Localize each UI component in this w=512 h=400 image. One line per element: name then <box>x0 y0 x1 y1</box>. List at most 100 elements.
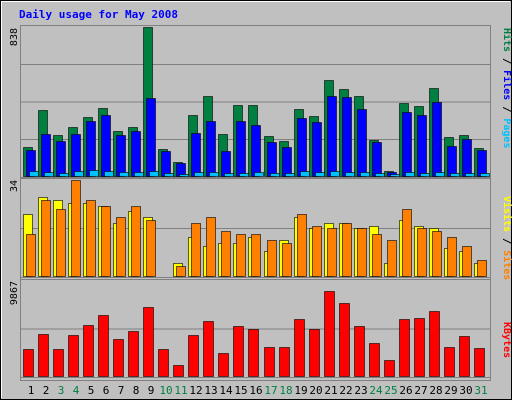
sites-bar-day-23 <box>357 228 367 277</box>
panels <box>20 25 491 378</box>
pages-bar-day-19 <box>300 171 310 177</box>
x-tick-label-day-26: 26 <box>399 384 412 397</box>
files-bar-day-10 <box>161 151 171 177</box>
kbytes-bar-day-6 <box>98 315 109 377</box>
series-files <box>26 96 487 177</box>
sites-bar-day-25 <box>387 240 397 277</box>
x-tick-label-day-9: 9 <box>148 384 155 397</box>
legend-sep-1: / <box>501 58 512 70</box>
pages-bar-day-18 <box>285 173 295 177</box>
pages-bar-day-7 <box>119 172 129 177</box>
x-tick-label-day-19: 19 <box>294 384 307 397</box>
x-tick-label-day-4: 4 <box>73 384 80 397</box>
files-bar-day-6 <box>101 115 111 177</box>
files-bar-day-3 <box>56 141 66 177</box>
hits-ymax-label: 838 <box>9 28 20 46</box>
pages-bar-day-30 <box>465 173 475 177</box>
pages-bar-day-13 <box>209 172 219 177</box>
x-tick-label-day-8: 8 <box>133 384 140 397</box>
sites-bar-day-31 <box>477 260 487 277</box>
panel-hits-files-pages <box>20 25 491 178</box>
kbytes-bar-day-7 <box>113 339 124 377</box>
pages-bar-day-22 <box>345 172 355 177</box>
sites-bar-day-20 <box>312 226 322 277</box>
sites-bar-day-2 <box>41 200 51 277</box>
x-tick-label-day-5: 5 <box>88 384 95 397</box>
legend-pages: Pages <box>501 118 512 148</box>
files-bar-day-23 <box>357 109 367 177</box>
x-tick-label-day-16: 16 <box>249 384 262 397</box>
files-bar-day-20 <box>312 122 322 177</box>
sites-bar-day-5 <box>86 200 96 277</box>
x-tick-label-day-28: 28 <box>429 384 442 397</box>
sites-bar-day-12 <box>191 223 201 277</box>
legend-visits: Visits <box>501 196 512 232</box>
files-bar-day-31 <box>477 150 487 177</box>
x-tick-label-day-25: 25 <box>384 384 397 397</box>
kbytes-bar-day-18 <box>279 347 290 377</box>
files-bar-day-24 <box>372 142 382 177</box>
kbytes-bar-day-8 <box>128 331 139 377</box>
x-tick-label-day-27: 27 <box>414 384 427 397</box>
pages-bar-day-9 <box>149 171 159 177</box>
pages-bar-day-3 <box>59 173 69 177</box>
files-bar-day-12 <box>191 133 201 177</box>
pages-bar-day-24 <box>375 173 385 177</box>
sites-bar-day-18 <box>282 243 292 277</box>
kbytes-bar-day-19 <box>294 319 305 377</box>
pages-bar-day-25 <box>390 174 400 177</box>
sites-bar-day-22 <box>342 223 352 277</box>
sites-bar-day-26 <box>402 209 412 277</box>
files-bar-day-29 <box>447 146 457 177</box>
legend-sep-2: / <box>501 106 512 118</box>
pages-bar-day-15 <box>239 173 249 177</box>
sites-bar-day-4 <box>71 180 81 277</box>
x-tick-label-day-14: 14 <box>219 384 233 397</box>
x-tick-label-day-12: 12 <box>189 384 202 397</box>
files-bar-day-26 <box>402 112 412 177</box>
pages-bar-day-31 <box>480 173 490 177</box>
x-tick-label-day-24: 24 <box>369 384 383 397</box>
pages-bar-day-20 <box>315 172 325 177</box>
sites-bar-day-9 <box>146 220 156 277</box>
kbytes-bar-day-1 <box>23 349 34 377</box>
x-tick-label-day-13: 13 <box>204 384 217 397</box>
kbytes-bar-day-27 <box>414 318 425 377</box>
x-tick-label-day-18: 18 <box>279 384 292 397</box>
pages-bar-day-1 <box>29 171 39 177</box>
sites-bar-day-21 <box>327 228 337 277</box>
kbytes-bar-day-3 <box>53 349 64 377</box>
sites-bar-day-17 <box>267 240 277 277</box>
sites-bar-day-30 <box>462 246 472 277</box>
x-tick-label-day-6: 6 <box>103 384 110 397</box>
pages-bar-day-21 <box>330 171 340 177</box>
x-tick-label-day-15: 15 <box>234 384 247 397</box>
files-bar-day-14 <box>221 151 231 177</box>
sites-bar-day-7 <box>116 217 126 277</box>
sites-bar-day-3 <box>56 209 66 277</box>
kbytes-bar-day-15 <box>233 326 244 377</box>
files-bar-day-30 <box>462 139 472 177</box>
sites-bar-day-8 <box>131 206 141 277</box>
pages-bar-day-4 <box>74 171 84 177</box>
kbytes-bar-day-31 <box>474 348 485 377</box>
files-bar-day-27 <box>417 115 427 177</box>
kbytes-bar-day-29 <box>444 347 455 377</box>
x-tick-label-day-11: 11 <box>174 384 187 397</box>
kbytes-bar-day-5 <box>83 325 94 377</box>
pages-bar-day-26 <box>405 172 415 177</box>
x-tick-label-day-2: 2 <box>43 384 50 397</box>
sites-bar-day-13 <box>206 217 216 277</box>
pages-bar-day-16 <box>254 172 264 177</box>
files-bar-day-8 <box>131 131 141 177</box>
legend-hits: Hits <box>501 28 512 52</box>
pages-bar-day-8 <box>134 172 144 177</box>
series-sites <box>26 180 487 277</box>
x-tick-label-day-31: 31 <box>474 384 487 397</box>
pages-bar-day-17 <box>270 173 280 177</box>
kbytes-bar-day-22 <box>339 303 350 377</box>
kbytes-bar-day-30 <box>459 336 470 377</box>
sites-bar-day-6 <box>101 206 111 277</box>
kbytes-bar-day-26 <box>399 319 410 377</box>
